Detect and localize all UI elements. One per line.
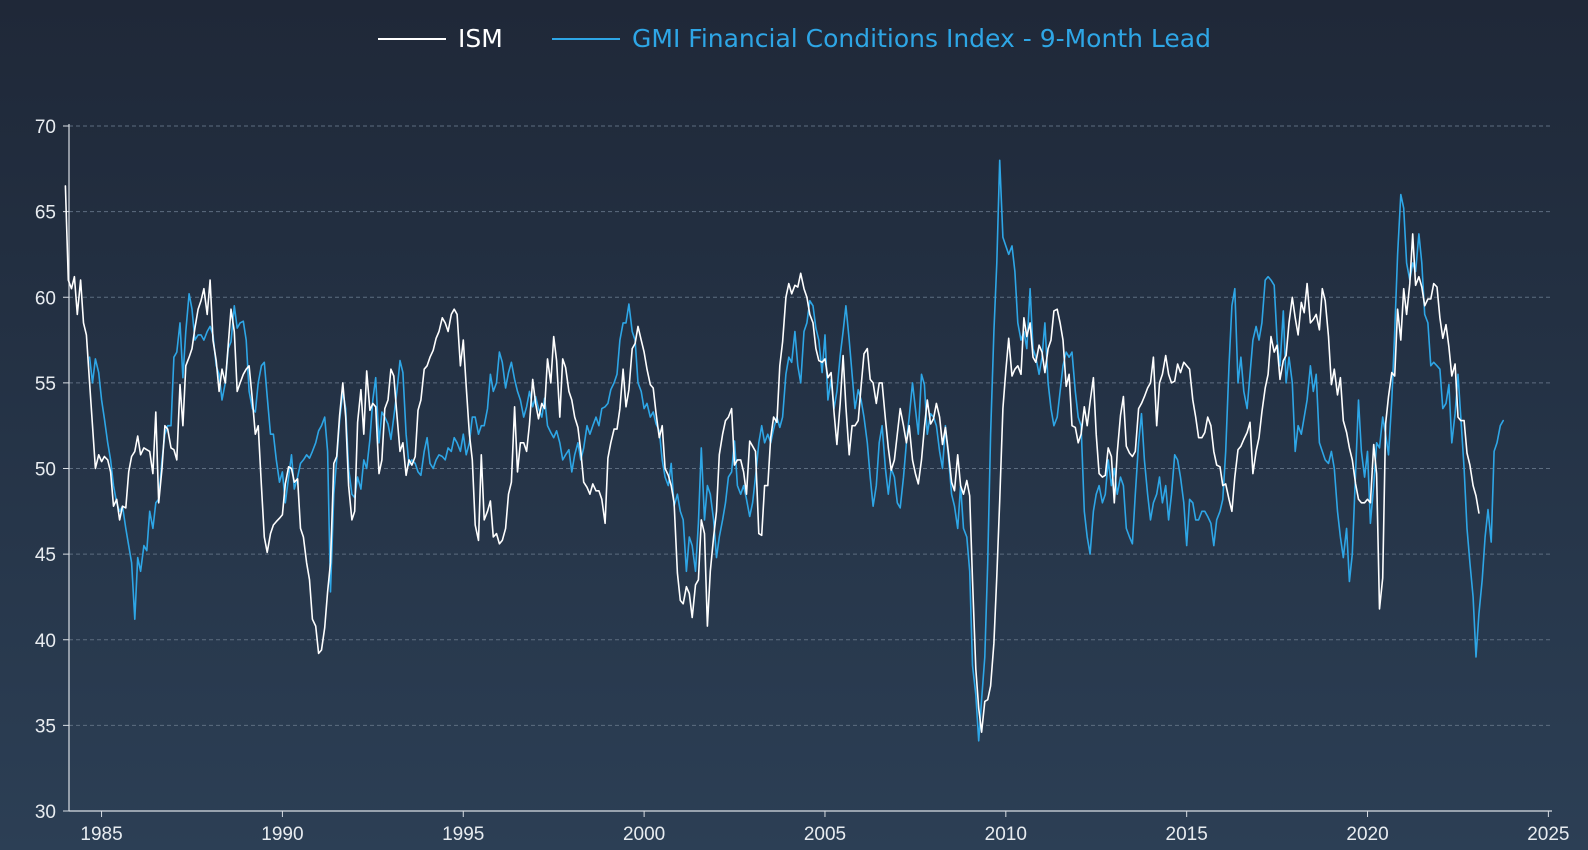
x-tick-label-1990: 1990 (261, 824, 303, 845)
x-tick-label-2015: 2015 (1166, 824, 1208, 845)
x-tick-label-1995: 1995 (442, 824, 484, 845)
x-tick-label-2025: 2025 (1527, 824, 1569, 845)
x-tick-label-2005: 2005 (804, 824, 846, 845)
x-tick-label-2010: 2010 (985, 824, 1027, 845)
series-line-gmi (88, 159, 1504, 742)
series-lines (64, 159, 1504, 742)
y-tick-label-35: 35 (35, 716, 56, 737)
y-tick-label-65: 65 (35, 203, 56, 224)
series-line-ism (64, 185, 1480, 734)
x-tick-label-1985: 1985 (80, 824, 122, 845)
legend-label-ism: ISM (458, 24, 503, 53)
y-tick-label-50: 50 (35, 460, 56, 481)
grid-lines (69, 125, 1552, 726)
x-tick-label-2000: 2000 (623, 824, 665, 845)
y-tick-label-40: 40 (35, 631, 56, 652)
axes: 30 35 40 45 50 55 60 65 70 1985 1990 1995 2000 2005 20… (35, 117, 1570, 845)
x-tick-label-2020: 2020 (1346, 824, 1388, 845)
y-tick-label-45: 45 (35, 545, 56, 566)
legend-label-gmi: GMI Financial Conditions Index - 9-Month… (632, 24, 1211, 53)
y-tick-label-60: 60 (35, 288, 56, 309)
y-tick-label-30: 30 (35, 802, 56, 823)
y-tick-label-55: 55 (35, 374, 56, 395)
y-tick-label-70: 70 (35, 117, 56, 138)
legend: ISM GMI Financial Conditions Index - 9-M… (378, 24, 1211, 53)
